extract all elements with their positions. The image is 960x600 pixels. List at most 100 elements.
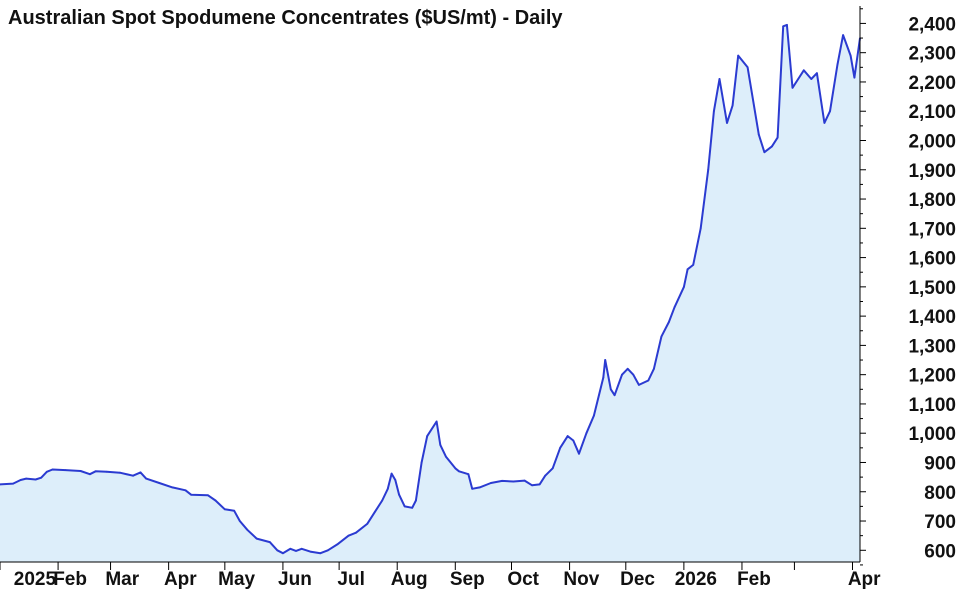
- data-point: [763, 151, 766, 154]
- data-point: [394, 479, 397, 481]
- data-point: [660, 335, 663, 338]
- series-line-layer: [0, 23, 861, 555]
- data-point: [653, 367, 655, 370]
- data-point: [355, 531, 357, 534]
- data-point: [223, 508, 226, 511]
- data-point: [34, 478, 37, 481]
- data-point: [268, 541, 271, 543]
- data-point: [853, 76, 856, 79]
- data-point: [707, 168, 710, 171]
- data-point: [823, 122, 826, 124]
- data-point: [467, 473, 470, 476]
- data-point: [726, 122, 728, 124]
- data-point: [347, 534, 350, 537]
- data-point: [802, 69, 805, 72]
- data-point: [79, 470, 82, 472]
- data-point: [238, 520, 241, 522]
- data-point: [478, 486, 481, 489]
- data-point: [398, 493, 400, 496]
- data-point: [458, 470, 460, 473]
- y-tick-label: 1,100: [908, 395, 956, 416]
- y-tick-label: 2,200: [908, 73, 956, 94]
- data-point: [829, 110, 831, 113]
- x-tick-label: 2026: [675, 569, 717, 590]
- area-fill-layer: [0, 24, 860, 562]
- data-point: [746, 66, 749, 69]
- y-tick-label: 900: [924, 453, 956, 474]
- data-point: [171, 486, 174, 489]
- data-point: [776, 136, 779, 139]
- data-point: [0, 483, 1, 486]
- y-tick-label: 2,000: [908, 132, 956, 153]
- data-point: [613, 394, 616, 397]
- data-point: [327, 549, 329, 552]
- y-tick-label: 1,200: [908, 366, 956, 387]
- data-point: [25, 477, 28, 480]
- data-point: [585, 432, 588, 435]
- data-point: [295, 550, 297, 552]
- y-tick-label: 800: [924, 483, 956, 504]
- data-point: [538, 483, 541, 486]
- y-tick-label: 2,100: [908, 102, 956, 123]
- data-point: [233, 509, 236, 512]
- data-point: [551, 467, 554, 470]
- data-point: [512, 480, 515, 483]
- x-tick-label: Apr: [164, 569, 197, 590]
- data-point: [94, 470, 97, 473]
- y-tick-label: 1,400: [908, 307, 956, 328]
- data-point: [366, 523, 369, 525]
- data-point: [718, 78, 721, 80]
- data-point: [184, 489, 187, 492]
- data-point: [842, 34, 844, 36]
- data-point: [51, 468, 54, 471]
- x-tick-label: Jun: [278, 569, 312, 590]
- data-point: [782, 25, 785, 28]
- y-tick-label: 2,300: [908, 44, 956, 65]
- data-point: [683, 286, 685, 288]
- data-point: [255, 537, 258, 540]
- y-tick-label: 700: [924, 512, 956, 533]
- chart-title: Australian Spot Spodumene Concentrates (…: [8, 7, 563, 29]
- data-point: [566, 435, 569, 437]
- data-point: [411, 506, 414, 509]
- data-point: [415, 499, 417, 502]
- data-point: [686, 268, 689, 271]
- data-point: [544, 474, 547, 477]
- data-point: [386, 487, 389, 490]
- data-point: [454, 467, 457, 470]
- data-point: [439, 444, 442, 446]
- data-point: [531, 484, 533, 487]
- data-point: [403, 505, 406, 508]
- data-point: [572, 439, 575, 442]
- data-point: [40, 476, 43, 479]
- data-point: [276, 549, 279, 552]
- data-point: [105, 470, 108, 473]
- data-point: [593, 414, 595, 417]
- data-point: [319, 552, 322, 555]
- data-point: [132, 474, 134, 477]
- series-area-0: [0, 24, 860, 562]
- data-point: [310, 550, 312, 553]
- x-tick-label: Mar: [105, 569, 139, 590]
- data-point: [490, 482, 492, 484]
- data-point: [246, 528, 249, 531]
- data-point: [214, 499, 217, 502]
- data-point: [19, 479, 22, 481]
- data-point: [816, 72, 818, 75]
- data-point: [713, 110, 715, 113]
- data-point: [139, 471, 142, 474]
- data-point: [797, 78, 800, 80]
- data-point: [810, 78, 813, 80]
- data-point: [145, 477, 148, 480]
- x-tick-label: Feb: [737, 569, 771, 590]
- data-point: [791, 86, 794, 89]
- x-tick-label: Feb: [53, 569, 87, 590]
- data-point: [609, 388, 612, 391]
- data-point: [849, 54, 852, 57]
- data-point: [158, 482, 161, 484]
- x-tick-label: Oct: [507, 569, 539, 590]
- y-tick-label: 2,400: [908, 14, 956, 35]
- x-tick-label: 2025: [14, 569, 57, 590]
- data-point: [420, 461, 423, 464]
